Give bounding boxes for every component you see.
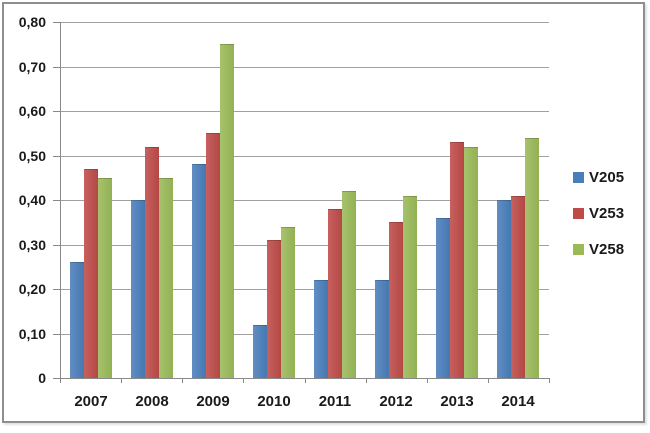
bar-V258-2011	[342, 191, 357, 378]
bar-group-2012	[366, 22, 427, 378]
legend-item-V205: V205	[573, 170, 624, 185]
x-axis-tick	[243, 378, 244, 383]
legend-label: V205	[589, 169, 625, 186]
category-label: 2012	[379, 393, 413, 410]
y-tick-label: 0,30	[18, 237, 46, 253]
y-tick-label: 0,80	[18, 14, 46, 30]
bar-group-2013	[427, 22, 488, 378]
y-axis-line	[60, 22, 61, 378]
y-axis-tick	[53, 334, 60, 335]
bar-V253-2011	[328, 209, 343, 378]
x-axis-tick	[366, 378, 367, 383]
x-axis-tick	[488, 378, 489, 383]
bar-group-2009	[182, 22, 243, 378]
category-label: 2014	[501, 393, 535, 410]
bar-V205-2013	[436, 218, 451, 378]
x-axis-tick	[60, 378, 61, 383]
category-label: 2010	[257, 393, 291, 410]
legend-swatch-V253	[573, 208, 584, 219]
y-tick-label: 0,40	[18, 192, 46, 208]
bar-V253-2008	[144, 147, 159, 378]
bar-V205-2008	[130, 200, 145, 378]
bar-V205-2007	[69, 262, 84, 378]
x-axis-tick	[549, 378, 550, 383]
bar-group-2010	[243, 22, 304, 378]
y-tick-label: 0,50	[18, 148, 46, 164]
gridline	[60, 200, 549, 201]
category-label: 2009	[196, 393, 230, 410]
x-axis-tick	[427, 378, 428, 383]
x-axis-tick	[305, 378, 306, 383]
gridline	[60, 111, 549, 112]
y-tick-label: 0,20	[18, 281, 46, 297]
gridline	[60, 289, 549, 290]
bar-V253-2009	[205, 133, 220, 378]
bar-V253-2010	[266, 240, 281, 378]
legend-label: V258	[589, 241, 625, 258]
category-label: 2007	[74, 393, 108, 410]
y-axis-tick	[53, 200, 60, 201]
category-label: 2013	[440, 393, 474, 410]
gridline	[60, 334, 549, 335]
x-axis-line	[53, 378, 549, 379]
gridline	[60, 22, 549, 23]
legend: V205 V253 V258	[573, 170, 624, 278]
legend-item-V253: V253	[573, 206, 624, 221]
x-axis-tick	[121, 378, 122, 383]
bar-V205-2012	[375, 280, 390, 378]
gridline	[60, 156, 549, 157]
bar-group-2008	[121, 22, 182, 378]
bar-V258-2014	[525, 138, 540, 378]
bar-V253-2007	[83, 169, 98, 378]
bar-group-2014	[488, 22, 549, 378]
y-axis-tick	[53, 156, 60, 157]
legend-swatch-V205	[573, 172, 584, 183]
bar-V253-2012	[389, 222, 404, 378]
y-axis-tick	[53, 111, 60, 112]
bar-V205-2009	[191, 164, 206, 378]
y-axis-tick	[53, 245, 60, 246]
bar-V253-2013	[450, 142, 465, 378]
bar-V258-2013	[464, 147, 479, 378]
y-tick-label: 0,10	[18, 326, 46, 342]
bar-V258-2008	[158, 178, 173, 378]
gridline	[60, 67, 549, 68]
bar-V205-2014	[497, 200, 512, 378]
category-label: 2008	[135, 393, 169, 410]
bar-group-2011	[305, 22, 366, 378]
bar-V205-2011	[314, 280, 329, 378]
x-axis-tick	[182, 378, 183, 383]
bar-V205-2010	[252, 325, 267, 378]
legend-swatch-V258	[573, 244, 584, 255]
bar-V258-2007	[97, 178, 112, 378]
gridline	[60, 245, 549, 246]
bar-group-2007	[60, 22, 121, 378]
y-axis-tick	[53, 22, 60, 23]
y-tick-label: 0,60	[18, 103, 46, 119]
bar-V253-2014	[511, 196, 526, 378]
legend-item-V258: V258	[573, 242, 624, 257]
bar-V258-2012	[403, 196, 418, 378]
y-axis-tick	[53, 289, 60, 290]
bar-V258-2010	[280, 227, 295, 378]
category-label: 2011	[318, 393, 352, 410]
legend-label: V253	[589, 205, 625, 222]
y-tick-label: 0,70	[18, 59, 46, 75]
y-axis-tick	[53, 67, 60, 68]
y-tick-label: 0	[38, 370, 46, 386]
bar-V258-2009	[219, 44, 234, 378]
